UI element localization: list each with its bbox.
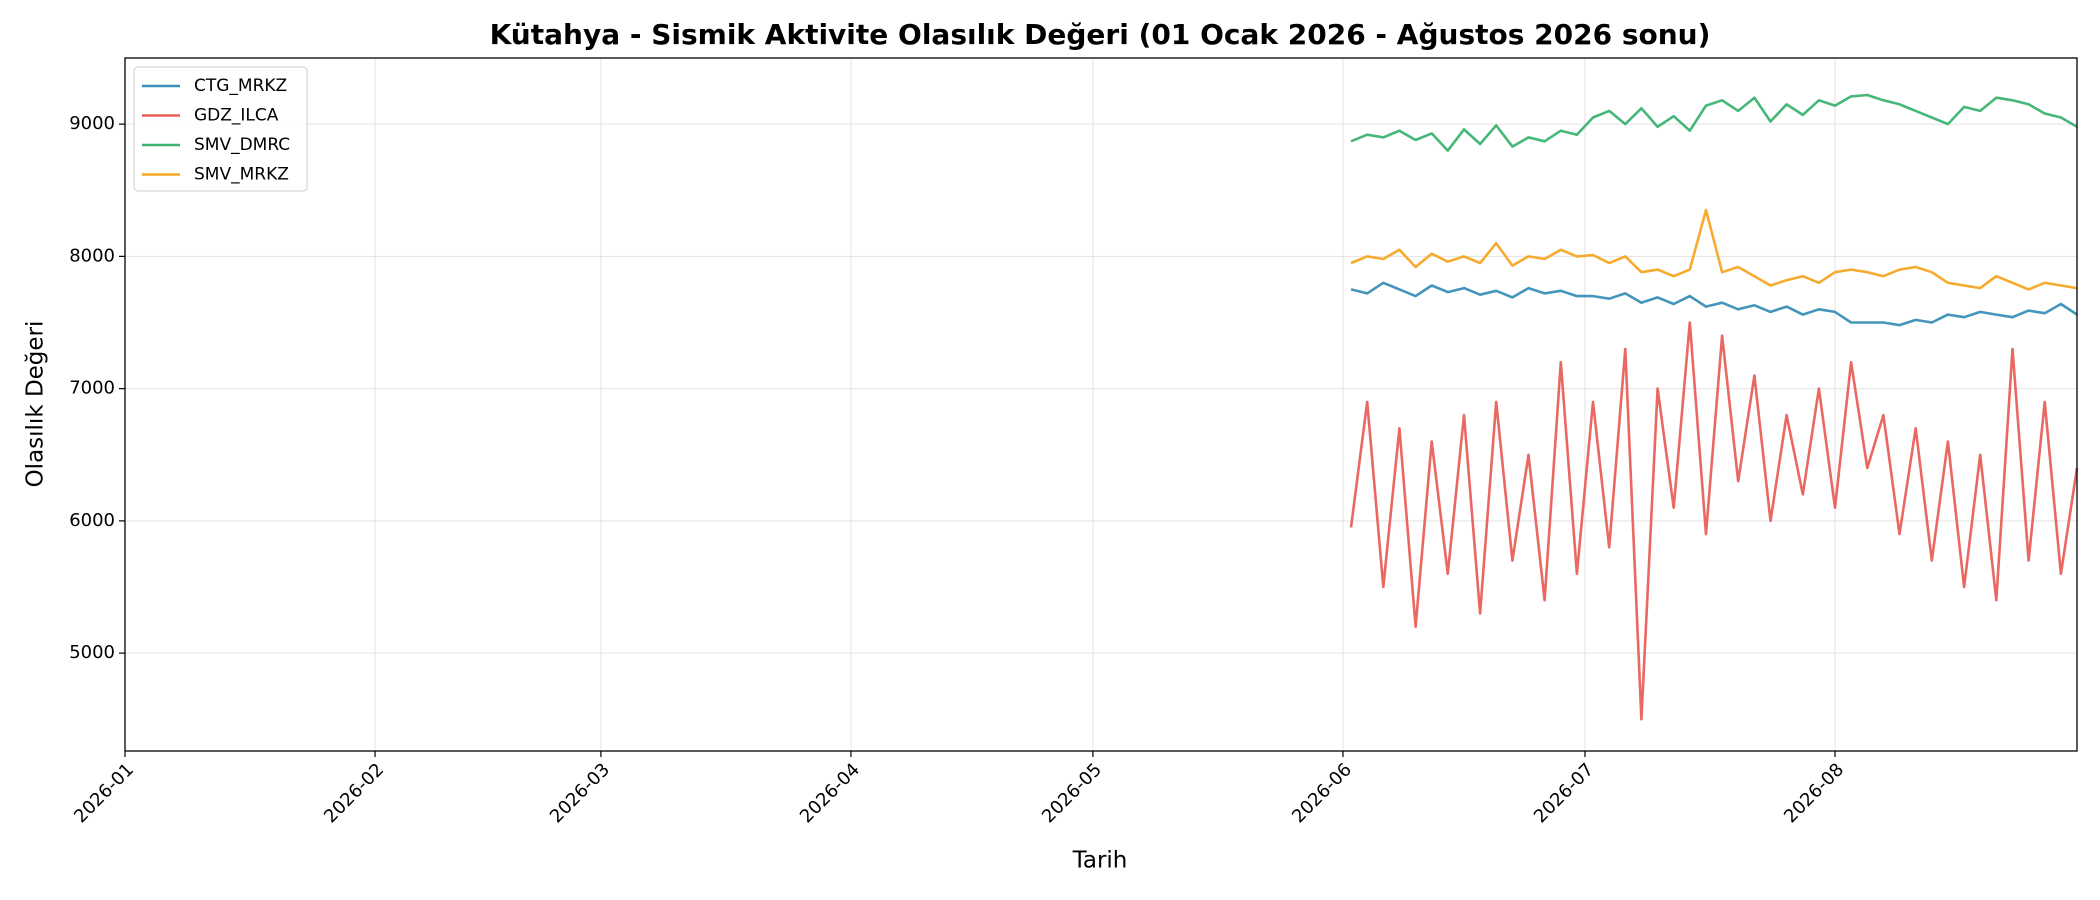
legend: CTG_MRKZ GDZ_ILCA SMV_DMRC SMV_MRKZ	[133, 66, 308, 192]
y-tick-label: 8000	[69, 245, 115, 266]
series-line	[1350, 281, 2078, 327]
series-line	[1349, 321, 2079, 721]
y-axis-label: Olasılık Değeri	[23, 321, 49, 488]
legend-box	[133, 66, 308, 192]
legend-label: SMV_MRKZ	[194, 165, 289, 185]
chart-title: Kütahya - Sismik Aktivite Olasılık Değer…	[490, 18, 1711, 51]
legend-label: GDZ_ILCA	[194, 106, 279, 126]
series-line	[1350, 93, 2078, 152]
y-tick-label: 7000	[69, 378, 115, 399]
y-tick-label: 9000	[69, 113, 115, 134]
y-tick-label: 6000	[69, 510, 115, 531]
x-axis-label: Tarih	[1072, 848, 1128, 874]
plot-frame	[124, 57, 2078, 752]
legend-label: SMV_DMRC	[194, 135, 290, 155]
y-tick-label: 5000	[69, 642, 115, 663]
legend-label: CTG_MRKZ	[194, 76, 287, 96]
series-line	[1350, 208, 2078, 291]
